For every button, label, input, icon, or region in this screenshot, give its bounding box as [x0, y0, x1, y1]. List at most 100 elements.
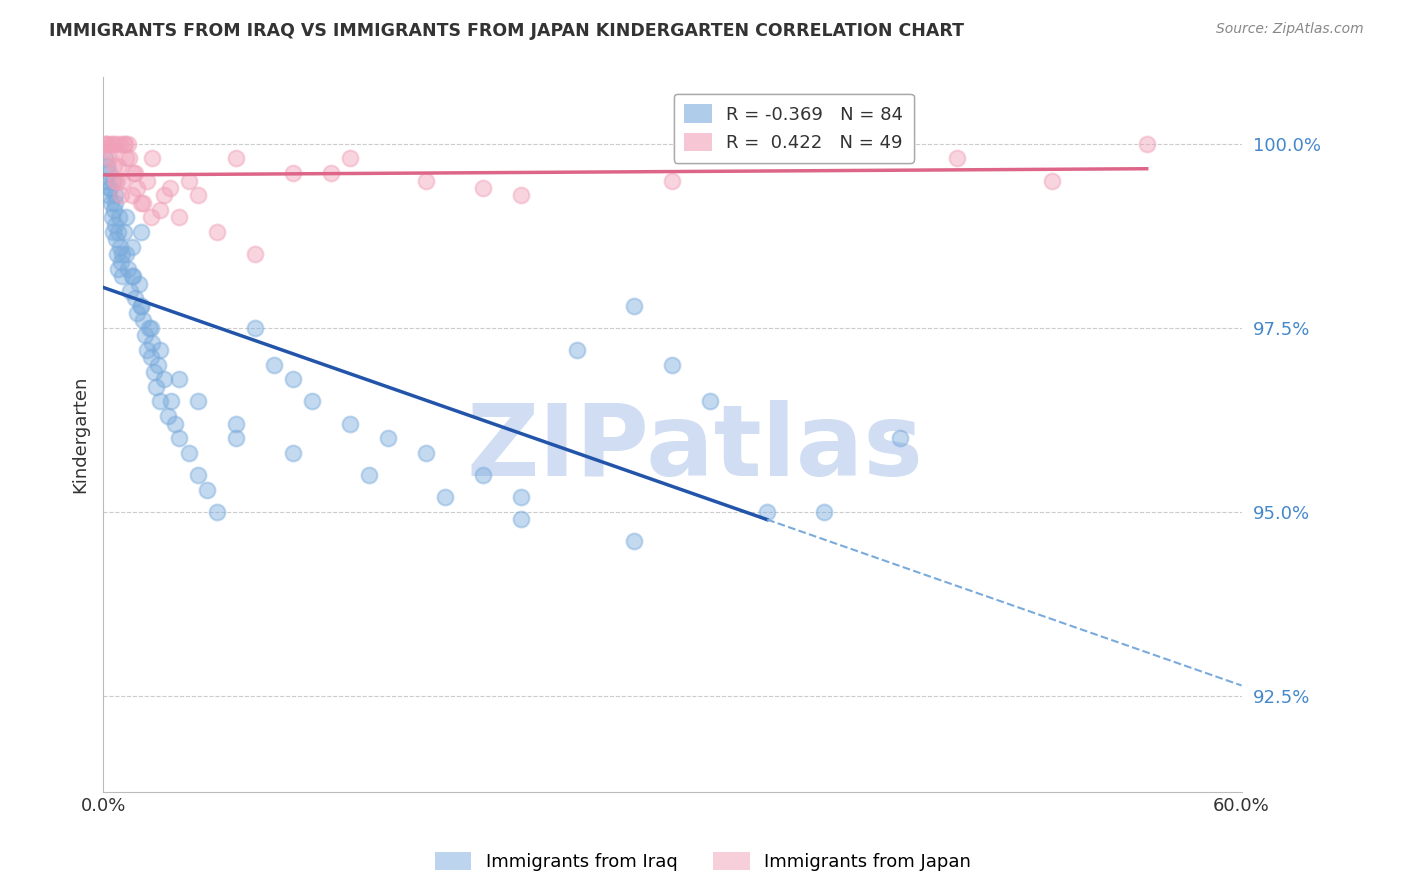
Point: [121, 166, 143, 180]
Point: [141, 152, 163, 166]
Point: [132, 195, 155, 210]
Point: [357, 468, 380, 483]
Point: [756, 505, 779, 519]
Point: [96, 136, 118, 151]
Point: [101, 225, 124, 239]
Legend: Immigrants from Iraq, Immigrants from Japan: Immigrants from Iraq, Immigrants from Ja…: [427, 845, 979, 879]
Point: [509, 490, 531, 504]
Point: [94, 136, 117, 151]
Point: [160, 394, 183, 409]
Point: [101, 173, 124, 187]
Point: [105, 232, 128, 246]
Point: [623, 299, 645, 313]
Point: [94, 173, 117, 187]
Point: [281, 166, 304, 180]
Point: [122, 269, 145, 284]
Point: [197, 483, 219, 497]
Point: [103, 195, 125, 210]
Point: [339, 152, 361, 166]
Point: [156, 409, 179, 424]
Point: [149, 202, 172, 217]
Point: [94, 136, 117, 151]
Point: [471, 181, 494, 195]
Point: [509, 188, 531, 202]
Point: [121, 240, 143, 254]
Point: [112, 136, 135, 151]
Point: [118, 284, 141, 298]
Point: [103, 218, 125, 232]
Point: [111, 173, 134, 187]
Point: [301, 394, 323, 409]
Point: [108, 211, 131, 225]
Point: [110, 188, 132, 202]
Point: [281, 372, 304, 386]
Point: [110, 254, 132, 268]
Point: [339, 417, 361, 431]
Point: [225, 152, 247, 166]
Point: [132, 313, 155, 327]
Point: [167, 431, 190, 445]
Point: [177, 173, 200, 187]
Point: [117, 261, 139, 276]
Point: [851, 136, 873, 151]
Point: [103, 202, 125, 217]
Text: IMMIGRANTS FROM IRAQ VS IMMIGRANTS FROM JAPAN KINDERGARTEN CORRELATION CHART: IMMIGRANTS FROM IRAQ VS IMMIGRANTS FROM …: [49, 22, 965, 40]
Point: [98, 181, 121, 195]
Point: [187, 394, 209, 409]
Point: [121, 188, 143, 202]
Point: [946, 152, 969, 166]
Point: [243, 320, 266, 334]
Point: [118, 152, 141, 166]
Point: [623, 534, 645, 549]
Point: [135, 343, 157, 357]
Point: [124, 166, 146, 180]
Point: [225, 417, 247, 431]
Point: [97, 166, 120, 180]
Point: [107, 225, 129, 239]
Point: [121, 269, 143, 284]
Point: [129, 225, 152, 239]
Point: [105, 173, 128, 187]
Point: [661, 173, 683, 187]
Point: [100, 195, 122, 210]
Point: [225, 431, 247, 445]
Point: [205, 225, 228, 239]
Point: [889, 431, 911, 445]
Point: [149, 343, 172, 357]
Point: [97, 152, 120, 166]
Point: [139, 211, 162, 225]
Point: [699, 394, 721, 409]
Point: [377, 431, 399, 445]
Point: [153, 188, 176, 202]
Point: [114, 136, 136, 151]
Point: [139, 320, 162, 334]
Point: [159, 181, 181, 195]
Point: [129, 299, 152, 313]
Point: [115, 211, 138, 225]
Point: [153, 372, 176, 386]
Point: [661, 358, 683, 372]
Point: [471, 468, 494, 483]
Point: [281, 446, 304, 460]
Point: [100, 211, 122, 225]
Point: [205, 505, 228, 519]
Point: [124, 291, 146, 305]
Point: [141, 335, 163, 350]
Point: [243, 247, 266, 261]
Point: [135, 173, 157, 187]
Point: [509, 512, 531, 526]
Text: ZIPatlas: ZIPatlas: [467, 401, 924, 498]
Point: [100, 136, 122, 151]
Point: [94, 152, 117, 166]
Point: [177, 446, 200, 460]
Point: [129, 299, 152, 313]
Point: [139, 351, 162, 365]
Text: Source: ZipAtlas.com: Source: ZipAtlas.com: [1216, 22, 1364, 37]
Y-axis label: Kindergarten: Kindergarten: [72, 376, 89, 493]
Point: [97, 181, 120, 195]
Point: [167, 211, 190, 225]
Point: [107, 261, 129, 276]
Point: [319, 166, 342, 180]
Point: [134, 328, 156, 343]
Point: [567, 343, 589, 357]
